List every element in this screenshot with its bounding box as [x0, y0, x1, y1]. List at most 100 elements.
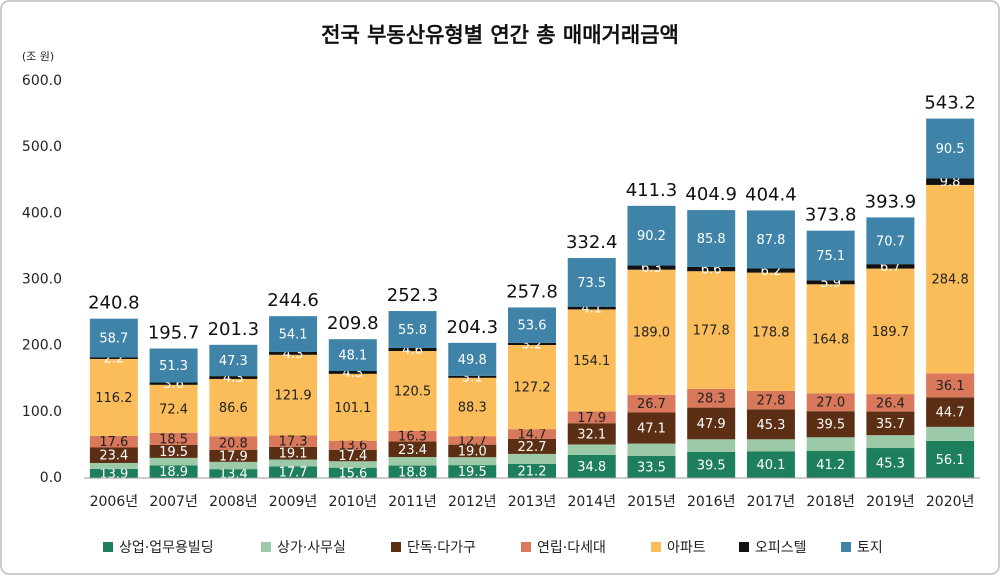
value-label: 47.3: [219, 354, 248, 369]
bar-segment: [328, 467, 377, 478]
value-label: 56.1: [936, 453, 965, 468]
bar-segment: [806, 280, 855, 285]
bar-segment: [866, 394, 915, 412]
bar-segment: [567, 454, 616, 478]
chart-title: 전국 부동산유형별 연간 총 매매거래금액: [321, 23, 679, 47]
bar-segment: [926, 178, 975, 185]
total-label: 332.4: [566, 232, 618, 253]
legend-label: 오피스텔: [755, 540, 807, 556]
value-label: 17.3: [279, 435, 308, 450]
x-tick-label: 2020년: [926, 494, 975, 510]
value-label: 19.0: [458, 444, 487, 459]
value-label: 54.1: [279, 328, 308, 343]
value-label: 13.6: [338, 439, 367, 454]
x-tick-label: 2007년: [149, 494, 198, 510]
value-label: 284.8: [932, 273, 969, 288]
bar-segment: [388, 347, 437, 352]
x-tick-label: 2016년: [687, 494, 736, 510]
total-label: 195.7: [148, 323, 200, 344]
bar-segment: [388, 311, 437, 348]
x-tick-label: 2011년: [388, 494, 437, 510]
bar-segment: [508, 463, 556, 478]
bar-segment: [866, 435, 915, 449]
bar-segment: [866, 217, 915, 265]
value-label: 17.7: [279, 466, 308, 481]
bar-segment: [746, 439, 795, 452]
bar-segment: [328, 440, 377, 450]
bar-segment: [89, 462, 138, 469]
bar-segment: [806, 450, 855, 478]
bar-segment: [209, 450, 258, 462]
value-label: 48.1: [338, 349, 367, 364]
bar-segment: [687, 266, 736, 272]
bar-segment: [627, 412, 676, 444]
bar-segment: [866, 448, 915, 478]
bar-segment: [567, 306, 616, 310]
legend-swatch: [651, 542, 661, 552]
bar-segment: [269, 459, 318, 467]
value-label: 154.1: [573, 354, 610, 369]
y-tick-label: 200.0: [22, 338, 62, 354]
bar-segment: [746, 390, 795, 410]
value-label: 85.8: [697, 232, 726, 247]
bar-segment: [89, 318, 138, 358]
bar-segment: [627, 269, 676, 395]
bar-segment: [926, 373, 975, 398]
bar-segment: [866, 411, 915, 436]
value-label: 178.8: [752, 325, 789, 340]
legend-label: 상업·업무용빌딩: [119, 540, 214, 556]
bar-segment: [388, 465, 437, 478]
value-label: 39.5: [697, 458, 726, 473]
value-label: 90.2: [637, 229, 666, 244]
value-label: 44.7: [936, 406, 965, 421]
bar-segment: [866, 268, 915, 395]
x-tick-label: 2014년: [567, 494, 616, 510]
value-label: 164.8: [812, 332, 849, 347]
value-label: 17.6: [99, 435, 128, 450]
value-label: 17.9: [219, 449, 248, 464]
bar-segment: [448, 465, 497, 478]
bar-segment: [328, 371, 377, 374]
value-label: 23.4: [99, 449, 128, 464]
value-label: 33.5: [637, 460, 666, 475]
legend-label: 토지: [857, 540, 883, 556]
legend-swatch: [739, 542, 749, 552]
value-label: 47.1: [637, 422, 666, 437]
value-label: 22.7: [518, 440, 547, 455]
bar-segment: [926, 397, 975, 427]
x-tick-label: 2008년: [209, 494, 258, 510]
value-label: 18.9: [159, 465, 188, 480]
total-label: 404.9: [685, 184, 737, 205]
value-label: 12.7: [458, 434, 487, 449]
value-label: 35.7: [876, 417, 905, 432]
bar-segment: [746, 210, 795, 269]
bar-segment: [388, 430, 437, 442]
value-label: 45.3: [756, 418, 785, 433]
value-label: 13.9: [99, 467, 128, 482]
bar-segment: [269, 446, 318, 460]
legend-swatch: [391, 542, 401, 552]
value-label: 120.5: [394, 384, 431, 399]
total-label: 209.8: [327, 313, 379, 334]
bar-segment: [149, 382, 198, 385]
value-label: 90.5: [936, 142, 965, 157]
legend-swatch: [521, 542, 531, 552]
value-label: 19.5: [458, 465, 487, 480]
value-label: 26.4: [876, 396, 905, 411]
bar-segment: [567, 411, 616, 424]
bar-segment: [866, 264, 915, 269]
value-label: 13.4: [219, 467, 248, 482]
bar-segment: [806, 230, 855, 281]
value-label: 70.7: [876, 234, 905, 249]
bar-segment: [328, 339, 377, 372]
total-label: 393.9: [865, 191, 917, 212]
bar-segment: [926, 426, 975, 441]
bar-segment: [508, 453, 556, 464]
bar-segment: [687, 439, 736, 452]
bar-segment: [687, 271, 736, 389]
y-tick-label: 300.0: [22, 272, 62, 288]
total-label: 543.2: [924, 93, 976, 114]
bar-segment: [508, 438, 556, 454]
bar-segment: [209, 469, 258, 478]
bar-segment: [209, 378, 258, 437]
